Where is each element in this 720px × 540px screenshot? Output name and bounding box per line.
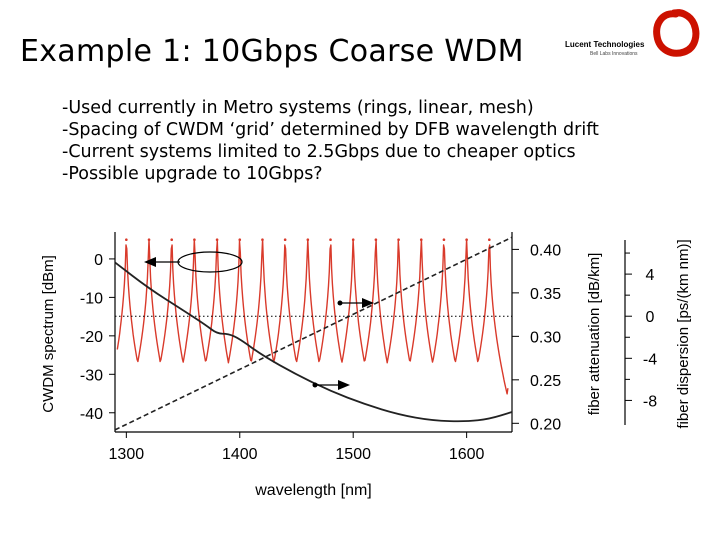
spectrum-peak-point <box>283 238 287 241</box>
spectrum-peak-point <box>465 238 468 241</box>
right-y-tick-label: -8 <box>643 393 657 410</box>
mid-y-tick-label: 0.30 <box>530 329 561 346</box>
mid-y-tick-label: 0.35 <box>530 286 561 303</box>
left-y-axis-label: CWDM spectrum [dBm] <box>40 255 57 413</box>
spectrum-peak-point <box>125 238 128 241</box>
spectrum-peak-point <box>329 238 332 241</box>
left-y-tick-label: -30 <box>80 367 103 384</box>
spectrum-peak-point <box>193 238 196 241</box>
spectrum-peak-point <box>306 238 310 241</box>
left-y-tick-label: -40 <box>80 406 103 423</box>
spectrum-peak-point <box>351 238 355 241</box>
spectrum-peak-point <box>442 238 446 241</box>
spectrum-peak-point <box>215 238 219 241</box>
dispersion-arrow-head <box>338 380 350 390</box>
x-tick-label: 1400 <box>222 446 258 463</box>
right-y-axis-label: fiber dispersion [ps/(km nm)] <box>675 239 692 428</box>
axes-group: 1300 1400 1500 1600 wavelength [nm] 0 -10 -20 -3… <box>40 239 692 499</box>
right-y-tick-label: 4 <box>646 267 655 284</box>
slide-title: Example 1: 10Gbps Coarse WDM <box>20 34 524 69</box>
x-tick-label: 1500 <box>335 446 371 463</box>
bullet-item: -Used currently in Metro systems (rings,… <box>62 98 534 118</box>
spectrum-peak-point <box>147 238 151 241</box>
spectrum-peak-point <box>419 238 423 241</box>
mid-y-tick-label: 0.20 <box>530 416 561 433</box>
attenuation-arrow-head <box>362 298 374 308</box>
left-y-tick-label: 0 <box>94 252 103 269</box>
mid-y-axis-label: fiber attenuation [dB/km] <box>586 253 603 416</box>
attenuation-series-line <box>114 261 513 423</box>
plot-frame <box>114 232 626 433</box>
lines-group <box>114 236 513 431</box>
right-y-tick-label: 0 <box>646 309 655 326</box>
dispersion-series-line <box>114 236 513 431</box>
spectrum-annotation-loop <box>177 251 243 273</box>
mid-y-tick-label: 0.25 <box>530 373 561 390</box>
spectrum-group <box>116 238 509 395</box>
mid-y-tick-label: 0.40 <box>530 242 561 259</box>
x-tick-label: 1300 <box>109 446 145 463</box>
spectrum-peak-point <box>261 238 264 241</box>
spectrum-peak-point <box>374 238 378 241</box>
spectrum-series-line <box>116 238 509 395</box>
bullet-item: -Current systems limited to 2.5Gbps due … <box>62 142 576 162</box>
bullet-list: -Used currently in Metro systems (rings,… <box>62 97 599 185</box>
spectrum-peak-point <box>397 238 400 241</box>
left-y-tick-label: -20 <box>80 329 103 346</box>
logo-text: Lucent Technologies <box>565 40 645 49</box>
innovation-ring-icon <box>653 9 700 57</box>
spectrum-arrow-head <box>144 257 156 267</box>
bullet-item: -Possible upgrade to 10Gbps? <box>62 164 323 184</box>
annotations-group <box>144 251 374 390</box>
spectrum-peak-point <box>488 238 491 241</box>
bullet-item: -Spacing of CWDM ‘grid’ determined by DF… <box>62 120 599 140</box>
spectrum-peak-point <box>238 238 242 241</box>
x-tick-label: 1600 <box>449 446 485 463</box>
left-y-tick-label: -10 <box>80 290 103 307</box>
logo-subtext: Bell Labs Innovations <box>590 51 638 57</box>
spectrum-peak-point <box>170 238 174 241</box>
x-axis-label: wavelength [nm] <box>254 482 372 499</box>
right-y-tick-label: -4 <box>643 351 657 368</box>
